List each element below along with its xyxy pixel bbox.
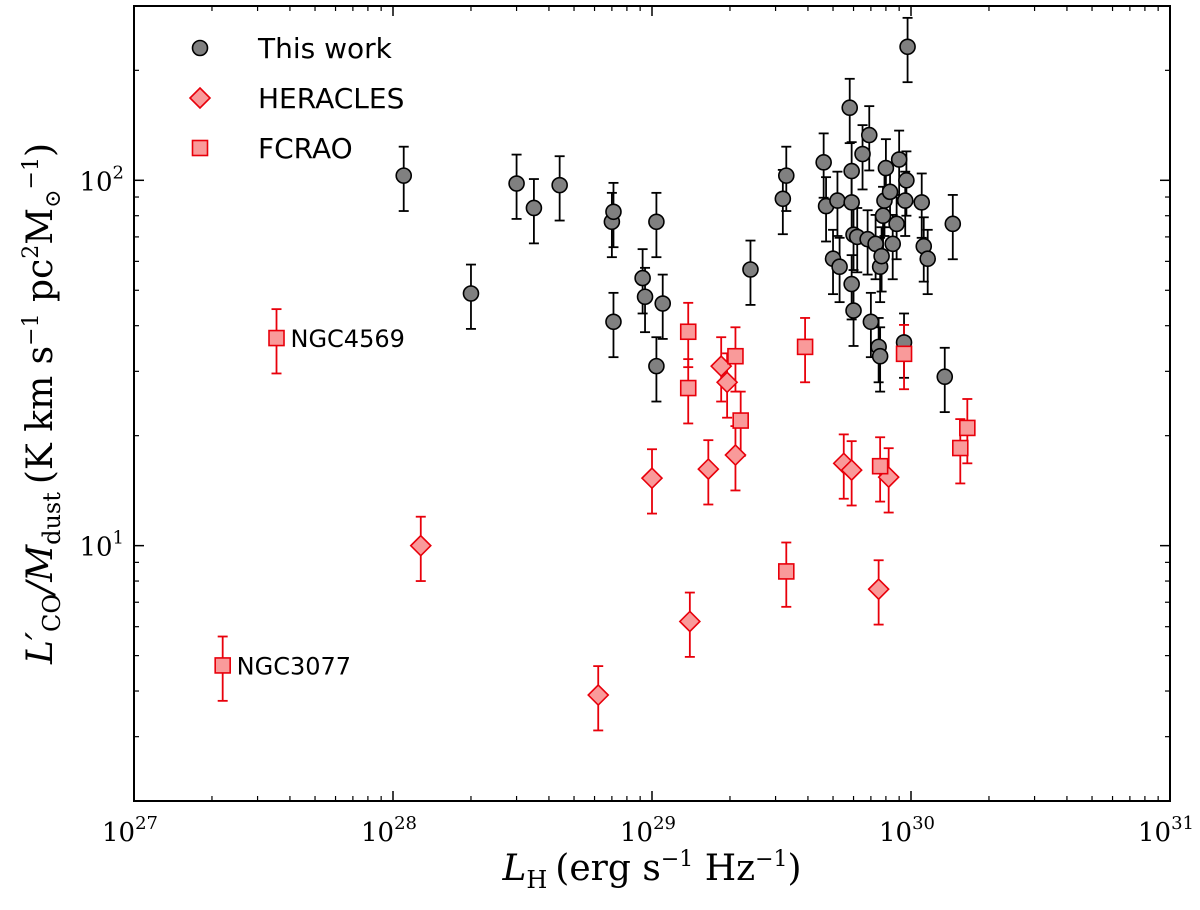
this-work-point <box>896 192 914 209</box>
fcrao-point <box>727 347 744 365</box>
heracles-point <box>640 467 664 490</box>
y-axis-label: L′CO/Mdust(K km s−1 pc2M⊙−1) <box>19 143 66 665</box>
this-work-point <box>888 215 905 233</box>
fcrao-point <box>895 345 913 363</box>
this-work-point <box>605 313 622 331</box>
x-tick-label: 1031 <box>1138 813 1194 848</box>
fcrao-point <box>871 457 889 475</box>
fcrao-point <box>214 657 231 674</box>
heracles-point <box>840 458 863 482</box>
point-annotation: NGC4569 <box>291 325 405 353</box>
this-work-point <box>841 99 859 117</box>
legend-label-heracles: HERACLES <box>258 82 404 115</box>
y-tick-label: 101 <box>79 528 124 563</box>
heracles-point <box>867 578 890 601</box>
heracles-point <box>697 457 720 481</box>
this-work-point <box>877 159 895 177</box>
heracles-point <box>678 610 701 633</box>
this-work-point <box>648 357 665 375</box>
x-tick-label: 1027 <box>102 813 158 848</box>
this-work-point <box>881 183 899 201</box>
fcrao-point <box>268 329 285 347</box>
fcrao-point <box>796 338 814 356</box>
this-work-point <box>919 250 936 268</box>
this-work-point <box>815 154 832 171</box>
legend: This work HERACLES FCRAO <box>188 32 404 165</box>
this-work-point <box>860 126 878 144</box>
fcrao-point <box>951 439 969 457</box>
this-work-point <box>648 213 665 231</box>
this-work-point <box>777 167 795 184</box>
heracles-point <box>724 443 747 467</box>
legend-label-this-work: This work <box>257 32 393 65</box>
this-work-point <box>636 288 654 306</box>
plot-frame <box>133 5 1171 802</box>
y-tick-label: 102 <box>79 162 124 197</box>
legend-entry-fcrao: FCRAO <box>191 132 353 165</box>
data-markers <box>214 38 976 707</box>
this-work-point <box>654 295 672 312</box>
this-work-point <box>831 258 848 276</box>
this-work-point <box>871 347 889 365</box>
this-work-point <box>843 162 860 180</box>
this-work-point <box>884 235 902 253</box>
this-work-point <box>462 285 480 302</box>
this-work-point <box>845 302 862 319</box>
fcrao-point <box>959 419 976 437</box>
this-work-point <box>843 275 860 293</box>
this-work-point <box>874 207 892 225</box>
this-work-point <box>742 261 759 278</box>
legend-label-fcrao: FCRAO <box>258 132 353 165</box>
x-tick-label: 1029 <box>620 813 676 848</box>
this-work-point <box>605 203 622 221</box>
legend-marker-heracles <box>188 86 212 110</box>
legend-entry-this-work: This work <box>191 32 393 65</box>
this-work-point <box>862 313 880 331</box>
point-annotation: NGC3077 <box>237 652 351 680</box>
this-work-point <box>936 368 954 386</box>
this-work-point <box>774 190 792 208</box>
this-work-point <box>551 176 568 194</box>
this-work-point <box>899 38 916 56</box>
axes: 1027 1028 1029 1030 1031 101 102 LH (erg s−1 Hz−… <box>19 5 1194 894</box>
this-work-point <box>890 151 908 168</box>
fcrao-point <box>732 412 749 429</box>
x-tick-label: 1028 <box>361 813 417 848</box>
this-work-point <box>913 194 931 211</box>
this-work-point <box>395 167 413 184</box>
this-work-point <box>525 199 543 217</box>
heracles-point <box>587 683 610 707</box>
fcrao-point <box>777 563 795 580</box>
this-work-point <box>898 172 915 189</box>
annotations: NGC4569 NGC3077 <box>237 325 405 680</box>
this-work-point <box>634 269 651 287</box>
legend-marker-this-work <box>191 39 209 57</box>
this-work-point <box>829 192 846 209</box>
fcrao-point <box>679 323 697 341</box>
heracles-point <box>409 534 432 557</box>
legend-marker-fcrao <box>191 139 209 157</box>
legend-entry-heracles: HERACLES <box>188 82 404 115</box>
heracles-point <box>715 371 739 394</box>
this-work-point <box>854 145 871 163</box>
fcrao-point <box>679 379 697 397</box>
this-work-point <box>944 215 962 233</box>
x-tick-label: 1030 <box>879 813 935 848</box>
this-work-point <box>843 194 860 211</box>
this-work-point <box>508 175 525 192</box>
x-axis-label: LH (erg s−1 Hz−1) <box>501 847 801 894</box>
this-work-point <box>873 247 890 265</box>
error-bars <box>217 16 973 732</box>
